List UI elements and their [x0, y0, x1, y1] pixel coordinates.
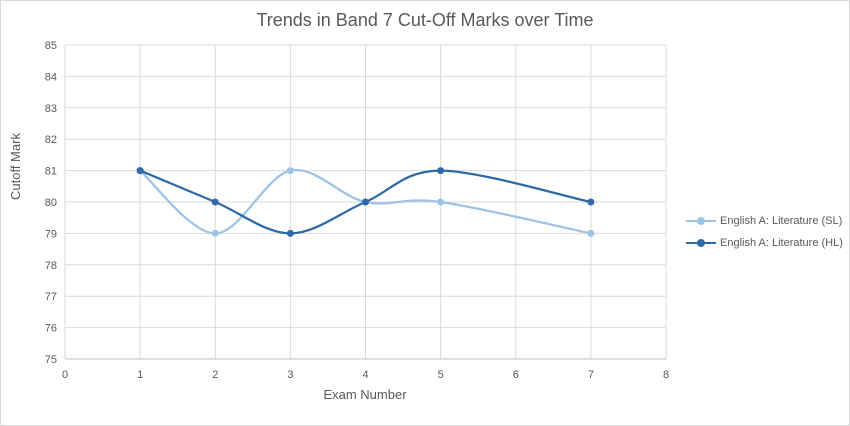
y-tick-label: 80	[45, 197, 57, 209]
y-tick-label: 79	[45, 228, 57, 240]
y-tick-label: 85	[45, 40, 57, 52]
data-point	[286, 229, 294, 237]
data-point	[136, 167, 144, 175]
legend-marker-icon	[686, 238, 716, 248]
x-tick-label: 8	[663, 369, 669, 381]
x-axis-label: Exam Number	[323, 387, 407, 402]
y-tick-label: 82	[45, 134, 57, 146]
x-tick-label: 4	[362, 369, 368, 381]
y-tick-label: 81	[45, 166, 57, 178]
x-tick-label: 2	[212, 369, 218, 381]
series-line-1	[139, 169, 592, 235]
legend-label: English A: Literature (HL)	[720, 237, 843, 249]
data-point	[211, 198, 219, 206]
data-point	[286, 167, 294, 175]
legend-marker-icon	[686, 216, 716, 226]
y-tick-label: 84	[45, 71, 57, 83]
x-tick-label: 5	[438, 369, 444, 381]
data-point	[437, 198, 445, 206]
x-tick-label: 7	[588, 369, 594, 381]
data-point	[437, 167, 445, 175]
y-tick-label: 83	[45, 103, 57, 115]
series-line-0	[139, 168, 592, 235]
y-tick-label: 77	[45, 291, 57, 303]
data-point	[362, 198, 369, 206]
x-tick-label: 1	[137, 369, 143, 381]
x-tick-label: 6	[513, 369, 519, 381]
data-point	[587, 198, 595, 206]
legend-label: English A: Literature (SL)	[720, 215, 843, 227]
data-point	[587, 229, 595, 237]
y-tick-label: 78	[45, 260, 57, 272]
x-tick-label: 0	[62, 369, 68, 381]
legend: English A: Literature (SL) English A: Lit…	[686, 210, 843, 254]
y-tick-label: 76	[45, 323, 57, 335]
data-point	[211, 229, 219, 237]
legend-item: English A: Literature (HL)	[686, 232, 843, 254]
y-tick-label: 75	[45, 354, 57, 366]
x-tick-label: 3	[287, 369, 293, 381]
chart-title: Trends in Band 7 Cut-Off Marks over Time	[256, 10, 594, 30]
legend-item: English A: Literature (SL)	[686, 210, 843, 232]
